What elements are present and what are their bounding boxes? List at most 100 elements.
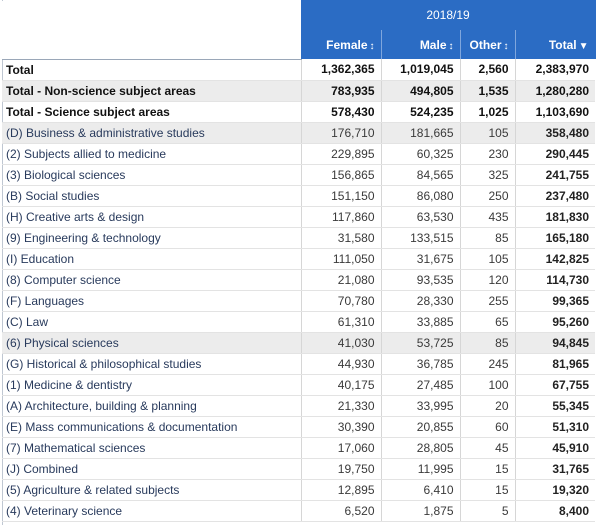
male-cell: 28,330 bbox=[380, 290, 460, 312]
total-cell: 1,280,280 bbox=[514, 80, 596, 102]
table-row: (4) Veterinary science 6,520 1,875 5 8,400 bbox=[2, 500, 596, 522]
row-label: (B) Social studies bbox=[2, 185, 301, 207]
other-cell: 255 bbox=[459, 290, 515, 312]
other-cell: 5 bbox=[459, 500, 515, 522]
row-label: (G) Historical & philosophical studies bbox=[2, 353, 301, 375]
female-cell: 44,930 bbox=[300, 353, 381, 375]
down-triangle-icon[interactable]: ▼ bbox=[578, 40, 589, 52]
total-cell: 81,965 bbox=[514, 353, 596, 375]
male-cell: 28,805 bbox=[380, 437, 460, 459]
total-cell: 142,825 bbox=[514, 248, 596, 270]
female-cell: 70,780 bbox=[300, 290, 381, 312]
other-cell: 435 bbox=[459, 206, 515, 228]
row-label: (2) Subjects allied to medicine bbox=[2, 143, 301, 165]
total-cell: 67,755 bbox=[514, 374, 596, 396]
other-cell: 15 bbox=[459, 479, 515, 501]
total-cell: 19,320 bbox=[514, 479, 596, 501]
male-cell: 6,410 bbox=[380, 479, 460, 501]
row-label: (9) Engineering & technology bbox=[2, 227, 301, 249]
total-cell: 1,103,690 bbox=[514, 101, 596, 123]
table-row: (7) Mathematical sciences 17,060 28,805 45 4… bbox=[2, 437, 596, 459]
updown-arrow-icon[interactable]: ↕ bbox=[503, 40, 509, 52]
male-cell: 27,485 bbox=[380, 374, 460, 396]
female-cell: 151,150 bbox=[300, 185, 381, 207]
column-header-total[interactable]: Total ▼ bbox=[515, 29, 596, 59]
row-label: (F) Languages bbox=[2, 290, 301, 312]
female-cell: 1,362,365 bbox=[300, 59, 381, 81]
other-cell: 230 bbox=[459, 143, 515, 165]
total-cell: 181,830 bbox=[514, 206, 596, 228]
table-row: Total - Non-science subject areas 783,935… bbox=[2, 80, 596, 102]
row-label: Total bbox=[2, 59, 301, 81]
female-cell: 21,330 bbox=[300, 395, 381, 417]
row-label: (8) Computer science bbox=[2, 269, 301, 291]
male-cell: 31,675 bbox=[380, 248, 460, 270]
table-row: (1) Medicine & dentistry 40,175 27,485 100 6… bbox=[2, 374, 596, 396]
male-cell: 33,995 bbox=[380, 395, 460, 417]
table-row: (A) Architecture, building & planning 21,… bbox=[2, 395, 596, 417]
other-cell: 15 bbox=[459, 458, 515, 480]
other-cell: 1,535 bbox=[459, 80, 515, 102]
other-cell: 325 bbox=[459, 164, 515, 186]
table-row: (5) Agriculture & related subjects 12,895… bbox=[2, 479, 596, 501]
other-cell: 45 bbox=[459, 437, 515, 459]
other-cell: 100 bbox=[459, 374, 515, 396]
row-label: (A) Architecture, building & planning bbox=[2, 395, 301, 417]
total-cell: 55,345 bbox=[514, 395, 596, 417]
male-cell: 53,725 bbox=[380, 332, 460, 354]
column-header-male[interactable]: Male ↕ bbox=[381, 29, 461, 59]
total-cell: 99,365 bbox=[514, 290, 596, 312]
female-cell: 31,580 bbox=[300, 227, 381, 249]
row-label: Total - Science subject areas bbox=[2, 101, 301, 123]
female-cell: 19,750 bbox=[300, 458, 381, 480]
row-label: (H) Creative arts & design bbox=[2, 206, 301, 228]
female-cell: 117,860 bbox=[300, 206, 381, 228]
row-label: (C) Law bbox=[2, 311, 301, 333]
male-cell: 36,785 bbox=[380, 353, 460, 375]
row-label: (5) Agriculture & related subjects bbox=[2, 479, 301, 501]
total-cell: 237,480 bbox=[514, 185, 596, 207]
table-row: (2) Subjects allied to medicine 229,895 60… bbox=[2, 143, 596, 165]
table-row: (I) Education 111,050 31,675 105 142,825 bbox=[2, 248, 596, 270]
updown-arrow-icon[interactable]: ↕ bbox=[369, 40, 375, 52]
table-row: (H) Creative arts & design 117,860 63,530 4… bbox=[2, 206, 596, 228]
row-label: (E) Mass communications & documentation bbox=[2, 416, 301, 438]
other-cell: 105 bbox=[459, 122, 515, 144]
total-cell: 8,400 bbox=[514, 500, 596, 522]
male-cell: 133,515 bbox=[380, 227, 460, 249]
table-row: (B) Social studies 151,150 86,080 250 237,48… bbox=[2, 185, 596, 207]
total-cell: 31,765 bbox=[514, 458, 596, 480]
table-row: (3) Biological sciences 156,865 84,565 325 2… bbox=[2, 164, 596, 186]
female-cell: 229,895 bbox=[300, 143, 381, 165]
other-cell: 2,560 bbox=[459, 59, 515, 81]
male-cell: 1,875 bbox=[380, 500, 460, 522]
other-cell: 85 bbox=[459, 227, 515, 249]
table-row: (8) Computer science 21,080 93,535 120 114,7… bbox=[2, 269, 596, 291]
male-cell: 1,019,045 bbox=[380, 59, 460, 81]
female-cell: 156,865 bbox=[300, 164, 381, 186]
table-row: (C) Law 61,310 33,885 65 95,260 bbox=[2, 311, 596, 333]
row-label: (D) Business & administrative studies bbox=[2, 122, 301, 144]
other-cell: 85 bbox=[459, 332, 515, 354]
female-cell: 17,060 bbox=[300, 437, 381, 459]
male-cell: 33,885 bbox=[380, 311, 460, 333]
column-header-other[interactable]: Other ↕ bbox=[460, 29, 516, 59]
female-cell: 41,030 bbox=[300, 332, 381, 354]
column-header-female[interactable]: Female ↕ bbox=[301, 29, 382, 59]
total-cell: 358,480 bbox=[514, 122, 596, 144]
female-cell: 21,080 bbox=[300, 269, 381, 291]
male-cell: 494,805 bbox=[380, 80, 460, 102]
table-row: (D) Business & administrative studies 176… bbox=[2, 122, 596, 144]
row-label: (1) Medicine & dentistry bbox=[2, 374, 301, 396]
other-cell: 60 bbox=[459, 416, 515, 438]
total-cell: 2,383,970 bbox=[514, 59, 596, 81]
table-row: (6) Physical sciences 41,030 53,725 85 94,84… bbox=[2, 332, 596, 354]
updown-arrow-icon[interactable]: ↕ bbox=[448, 40, 454, 52]
male-cell: 11,995 bbox=[380, 458, 460, 480]
female-cell: 40,175 bbox=[300, 374, 381, 396]
row-label: (I) Education bbox=[2, 248, 301, 270]
row-label: (4) Veterinary science bbox=[2, 500, 301, 522]
male-cell: 93,535 bbox=[380, 269, 460, 291]
other-cell: 245 bbox=[459, 353, 515, 375]
